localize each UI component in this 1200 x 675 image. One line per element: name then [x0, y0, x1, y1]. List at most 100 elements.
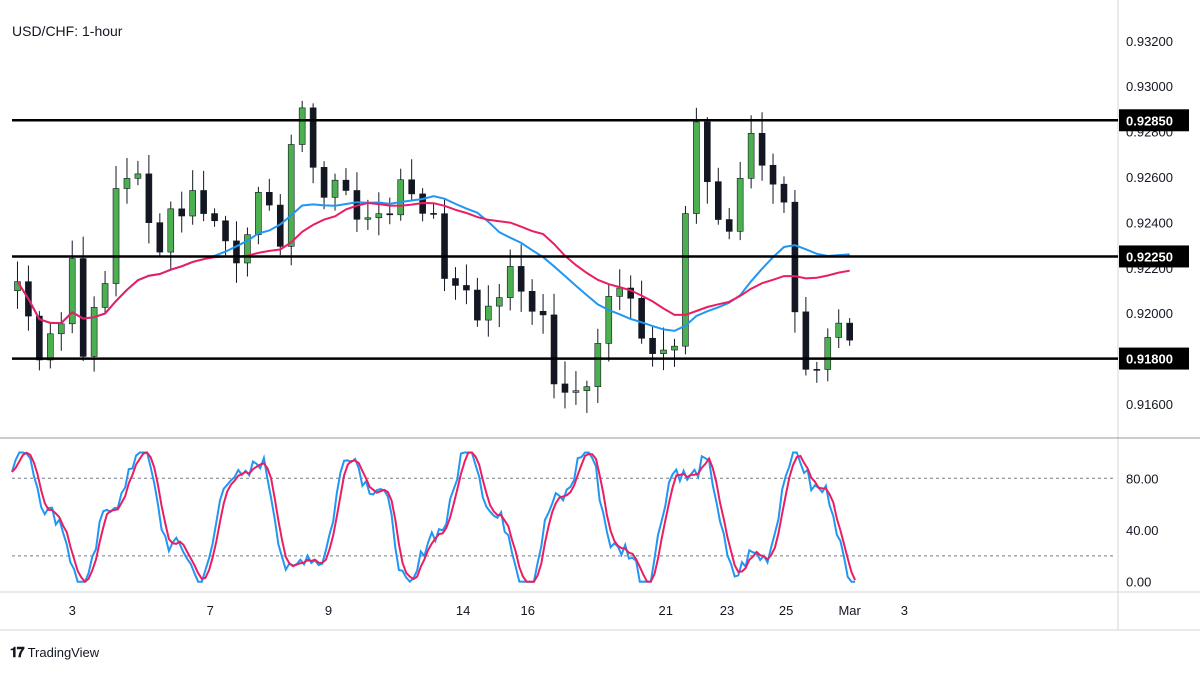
candle-body — [331, 179, 339, 198]
candle-body — [736, 178, 744, 232]
price-tick-label: 0.92000 — [1126, 306, 1173, 321]
candle-body — [287, 144, 295, 247]
time-tick-label: 3 — [901, 603, 908, 618]
candle-body — [693, 121, 700, 214]
pink-moving-average — [16, 201, 850, 325]
candle-body — [320, 167, 328, 198]
candle-body — [266, 191, 273, 206]
candle-body — [463, 285, 470, 291]
level-price-label: 0.91800 — [1126, 352, 1173, 367]
candle-body — [386, 213, 394, 216]
candle-body — [298, 107, 306, 145]
price-tick-label: 0.93000 — [1126, 79, 1173, 94]
level-price-label-box — [1119, 109, 1189, 132]
time-tick-label: Mar — [838, 603, 861, 618]
candle-body — [79, 258, 87, 357]
candle-body — [561, 383, 569, 393]
oscillator-axis[interactable]: 80.00 40.00 0.00 — [1126, 471, 1159, 589]
candle-body — [342, 179, 350, 191]
oscillator-fast-line — [11, 451, 856, 584]
time-tick-label: 16 — [521, 603, 535, 618]
candle-body — [233, 240, 240, 264]
candle-body — [627, 287, 634, 299]
price-tick-label: 0.91600 — [1126, 397, 1173, 412]
candle-body — [123, 178, 131, 189]
oscillator-reference-lines — [12, 477, 1116, 557]
candle-body — [824, 337, 832, 370]
candle-body — [780, 183, 788, 203]
tradingview-logo[interactable]: 𝟏𝟕 TradingView — [10, 644, 99, 661]
candle-body — [572, 390, 580, 393]
candle-body — [605, 296, 613, 344]
candle-body — [441, 213, 448, 279]
oscillator-tick-label: 40.00 — [1126, 523, 1159, 538]
time-tick-label: 14 — [456, 603, 470, 618]
candle-body — [802, 311, 810, 370]
candle-body — [90, 307, 98, 357]
candle-body — [375, 213, 383, 219]
candle-body — [200, 190, 207, 214]
candle-body — [714, 181, 722, 220]
candle-body — [583, 386, 591, 392]
candle-body — [649, 337, 656, 354]
time-axis[interactable]: 3 7 9 14 16 21 23 25 Mar 3 — [69, 603, 908, 618]
candle-body — [430, 213, 437, 215]
candle-body — [156, 222, 164, 253]
candle-body — [682, 213, 689, 347]
candle-body — [846, 322, 853, 341]
tradingview-wordmark: TradingView — [27, 645, 100, 660]
level-price-label-box — [1119, 347, 1189, 370]
candle-body — [835, 322, 843, 338]
price-tick-label: 0.92600 — [1126, 170, 1173, 185]
level-price-label-box — [1119, 245, 1189, 268]
horizontal-levels[interactable]: 0.92850 0.92250 0.91800 — [12, 109, 1189, 370]
candle-body — [222, 220, 229, 242]
candle-body — [112, 188, 120, 284]
oscillator-lines — [11, 451, 857, 584]
candle-body — [704, 121, 711, 182]
oscillator-tick-label: 0.00 — [1126, 575, 1151, 590]
price-tick-label: 0.92400 — [1126, 215, 1173, 230]
candle-body — [452, 278, 459, 286]
moving-average-lines — [16, 195, 850, 332]
candle-body — [594, 343, 602, 387]
candle-body — [747, 132, 755, 179]
candle-body — [57, 323, 65, 335]
level-price-label: 0.92250 — [1126, 249, 1173, 264]
time-tick-label: 9 — [325, 603, 332, 618]
candle-body — [671, 345, 678, 351]
candle-body — [660, 349, 667, 354]
candle-body — [244, 234, 251, 264]
candle-body — [506, 266, 514, 298]
level-price-label: 0.92850 — [1126, 113, 1173, 128]
candle-body — [189, 190, 196, 217]
candle-body — [528, 290, 536, 312]
candlestick-series — [14, 100, 853, 413]
oscillator-slow-line — [11, 451, 857, 584]
candle-body — [309, 107, 317, 168]
candle-body — [47, 333, 54, 361]
candle-body — [68, 258, 76, 325]
candle-body — [485, 305, 492, 321]
candle-body — [408, 179, 415, 195]
candle-body — [178, 208, 186, 217]
candle-body — [725, 219, 733, 232]
candle-body — [474, 289, 481, 321]
candle-body — [616, 287, 624, 297]
candle-body — [539, 310, 547, 316]
tradingview-logo-mark: 𝟏𝟕 — [10, 644, 25, 660]
time-tick-label: 21 — [658, 603, 672, 618]
candle-body — [255, 191, 262, 235]
candle-body — [145, 173, 153, 223]
time-tick-label: 23 — [720, 603, 734, 618]
candle-body — [495, 297, 503, 307]
candle-body — [36, 315, 43, 361]
candle-body — [550, 314, 558, 385]
candle-body — [397, 179, 405, 216]
time-tick-label: 3 — [69, 603, 76, 618]
candle-body — [211, 213, 218, 222]
price-tick-label: 0.93200 — [1126, 34, 1173, 49]
candle-body — [167, 208, 175, 253]
candle-body — [364, 217, 372, 220]
